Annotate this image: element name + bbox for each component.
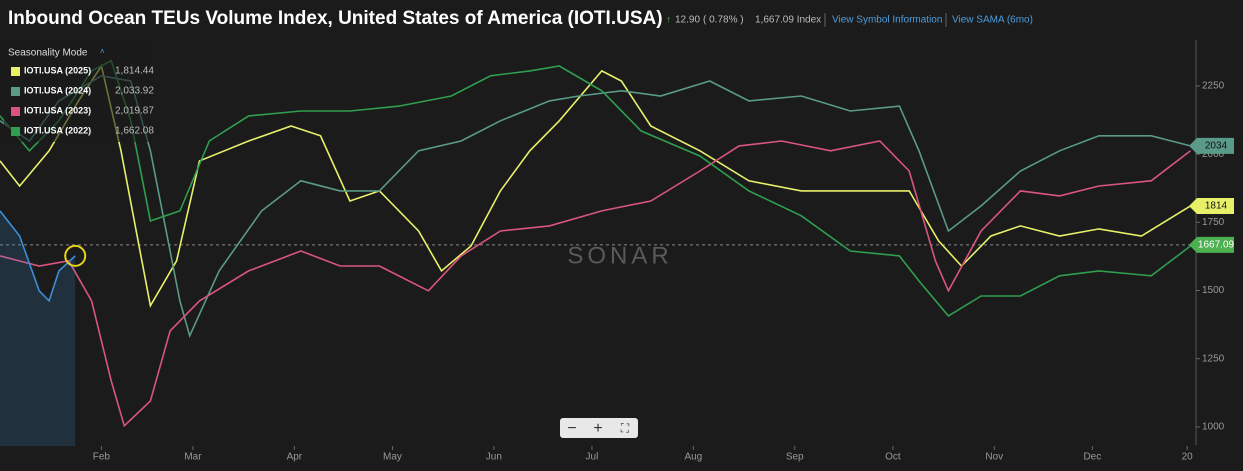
- series-line: [0, 63, 1191, 309]
- value-badge-label: 1667.09: [1198, 240, 1235, 251]
- y-tick-label: 1500: [1202, 285, 1225, 296]
- y-tick-label: 1000: [1202, 422, 1225, 433]
- x-tick-label: Sep: [786, 452, 804, 463]
- zoom-panel: [560, 418, 638, 438]
- legend-value: 1,814.44: [115, 66, 154, 77]
- x-tick-label: Nov: [985, 452, 1003, 463]
- value-badge: [1189, 197, 1234, 214]
- shaded-area: [0, 210, 76, 446]
- y-tick-label: 2000: [1202, 149, 1225, 160]
- last-value: 1,667.09 Index: [755, 15, 821, 26]
- legend-swatch: [11, 67, 20, 76]
- value-badge: [1189, 137, 1234, 154]
- title: Inbound Ocean TEUs Volume Index, United …: [8, 8, 663, 29]
- link[interactable]: View SAMA (6mo): [952, 15, 1033, 26]
- x-tick-label: Oct: [885, 452, 901, 463]
- highlight-ring: [64, 244, 87, 267]
- x-tick-label: Dec: [1083, 452, 1101, 463]
- value-badge: [1189, 236, 1234, 253]
- change-pct: ( 0.78% ): [703, 15, 744, 26]
- legend-value: 1,662.08: [115, 126, 154, 137]
- zoom-controls: − + ⛶: [560, 418, 638, 438]
- legend-value: 2,019.87: [115, 106, 154, 117]
- legend-name: IOTI.USA (2022): [24, 125, 91, 135]
- fullscreen[interactable]: ⛶: [620, 421, 630, 435]
- legend-swatch: [11, 107, 20, 116]
- change-arrow: ↑: [666, 15, 671, 26]
- legend-name: IOTI.USA (2023): [24, 105, 91, 115]
- legend-value: 2,033.92: [115, 86, 154, 97]
- zoom-out[interactable]: −: [567, 420, 576, 437]
- legend-swatch: [11, 87, 20, 96]
- series-line: [0, 74, 1191, 339]
- y-tick-label: 1750: [1202, 217, 1225, 228]
- link[interactable]: View Symbol Information: [832, 15, 942, 26]
- x-tick-label: Apr: [287, 452, 303, 463]
- legend-name: IOTI.USA (2024): [24, 85, 91, 95]
- value-badge-label: 2034: [1205, 141, 1228, 152]
- y-tick-label: 1250: [1202, 353, 1225, 364]
- y-tick-label: 2250: [1202, 81, 1225, 92]
- legend-swatch: [11, 127, 20, 136]
- legend-title[interactable]: Seasonality Mode: [8, 48, 88, 59]
- x-tick-label: Jul: [586, 452, 599, 463]
- collapse-icon[interactable]: ˄: [100, 47, 105, 56]
- legend-name: IOTI.USA (2025): [24, 65, 91, 75]
- x-tick-label: Aug: [684, 452, 702, 463]
- x-tick-label: Jun: [486, 452, 502, 463]
- legend: Seasonality Mode ˄: [4, 42, 154, 142]
- series-line: [0, 210, 76, 303]
- series-line: [0, 140, 1191, 428]
- x-tick-label: Mar: [184, 452, 202, 463]
- x-tick-label: 20: [1182, 452, 1194, 463]
- watermark: SONAR: [567, 242, 672, 269]
- zoom-in[interactable]: +: [593, 420, 602, 437]
- x-tick-label: May: [383, 452, 402, 463]
- change: 12.90: [675, 15, 700, 26]
- x-tick-label: Feb: [93, 452, 111, 463]
- value-badge-label: 1814: [1205, 201, 1228, 212]
- legend-box: [4, 42, 154, 142]
- plot: 1000 1250 1500 1750 2000 2250 Feb Mar Apr May Jun J…: [0, 59, 1225, 463]
